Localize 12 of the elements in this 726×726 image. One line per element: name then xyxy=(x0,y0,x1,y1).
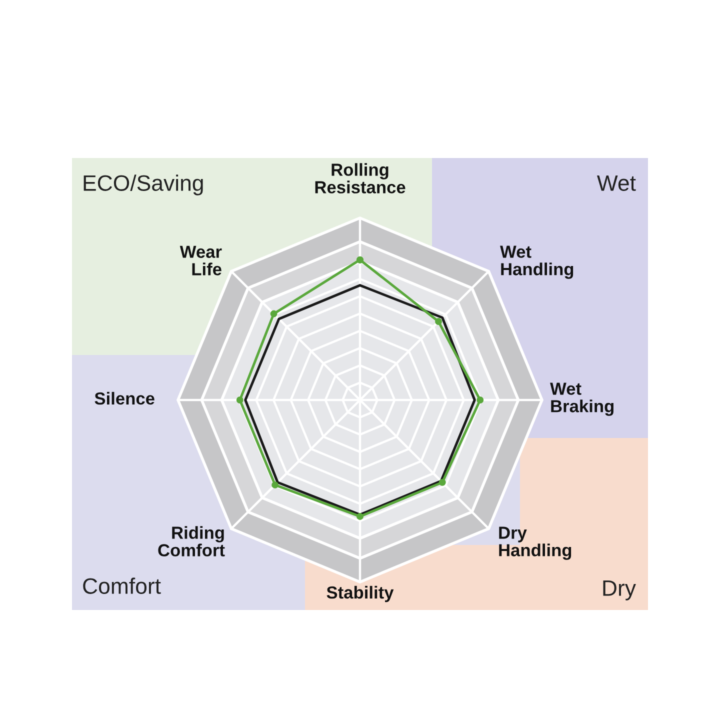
spoke-label: Wear Life xyxy=(180,246,222,276)
text: Dry xyxy=(603,580,636,600)
spoke-label: Rolling Resistance xyxy=(315,163,406,194)
spoke-label: Dry Handling xyxy=(499,526,572,560)
text: Wet xyxy=(596,175,636,191)
text: ECO/Saving xyxy=(84,174,203,196)
spoke-label: Silence xyxy=(94,392,154,405)
text: Comfort xyxy=(83,578,161,594)
spoke-label: Stability xyxy=(326,586,394,602)
spoke-label: Wet Handling xyxy=(500,246,574,279)
spoke-label: Riding Comfort xyxy=(158,526,225,556)
spoke-label: Wet Braking xyxy=(550,382,614,416)
